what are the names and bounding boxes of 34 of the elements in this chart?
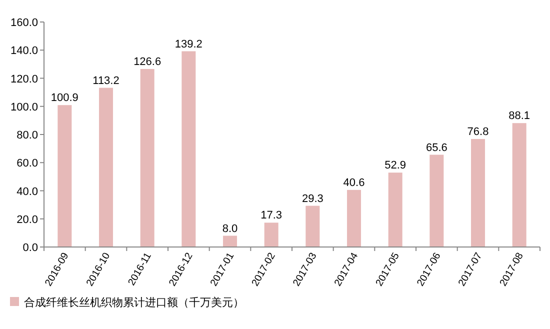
bar [58, 105, 72, 247]
data-label: 65.6 [426, 142, 448, 154]
bar [471, 139, 485, 247]
bar [99, 88, 113, 247]
bar [512, 123, 526, 247]
y-tick-label: 80.0 [16, 130, 38, 142]
data-label: 139.2 [174, 38, 202, 50]
data-label: 8.0 [222, 222, 238, 235]
bar [306, 206, 320, 247]
y-tick-label: 20.0 [16, 214, 38, 226]
data-label: 17.3 [260, 210, 282, 222]
data-label: 52.9 [384, 160, 406, 172]
data-label: 40.6 [343, 176, 365, 189]
data-label: 29.3 [302, 192, 324, 205]
data-label: 113.2 [92, 74, 120, 87]
data-label: 88.1 [508, 110, 530, 122]
bar [223, 236, 237, 247]
y-tick-label: 160.0 [10, 17, 38, 29]
y-tick-label: 120.0 [10, 73, 38, 86]
data-label: 100.9 [50, 92, 78, 104]
y-tick-label: 40.0 [16, 186, 38, 198]
y-tick-label: 100.0 [10, 101, 38, 114]
legend-label: 合成纤维长丝机织物累计进口额（千万美元） [24, 296, 244, 309]
y-tick-label: 60.0 [16, 158, 38, 170]
bar [430, 154, 444, 247]
bar [182, 51, 196, 247]
bar [140, 68, 154, 247]
y-tick-label: 140.0 [10, 45, 38, 58]
data-label: 126.6 [134, 56, 162, 68]
bar [264, 222, 278, 247]
bar [388, 172, 402, 247]
y-tick-label: 0.0 [22, 242, 38, 254]
data-label: 76.8 [467, 126, 489, 138]
bar [347, 190, 361, 247]
